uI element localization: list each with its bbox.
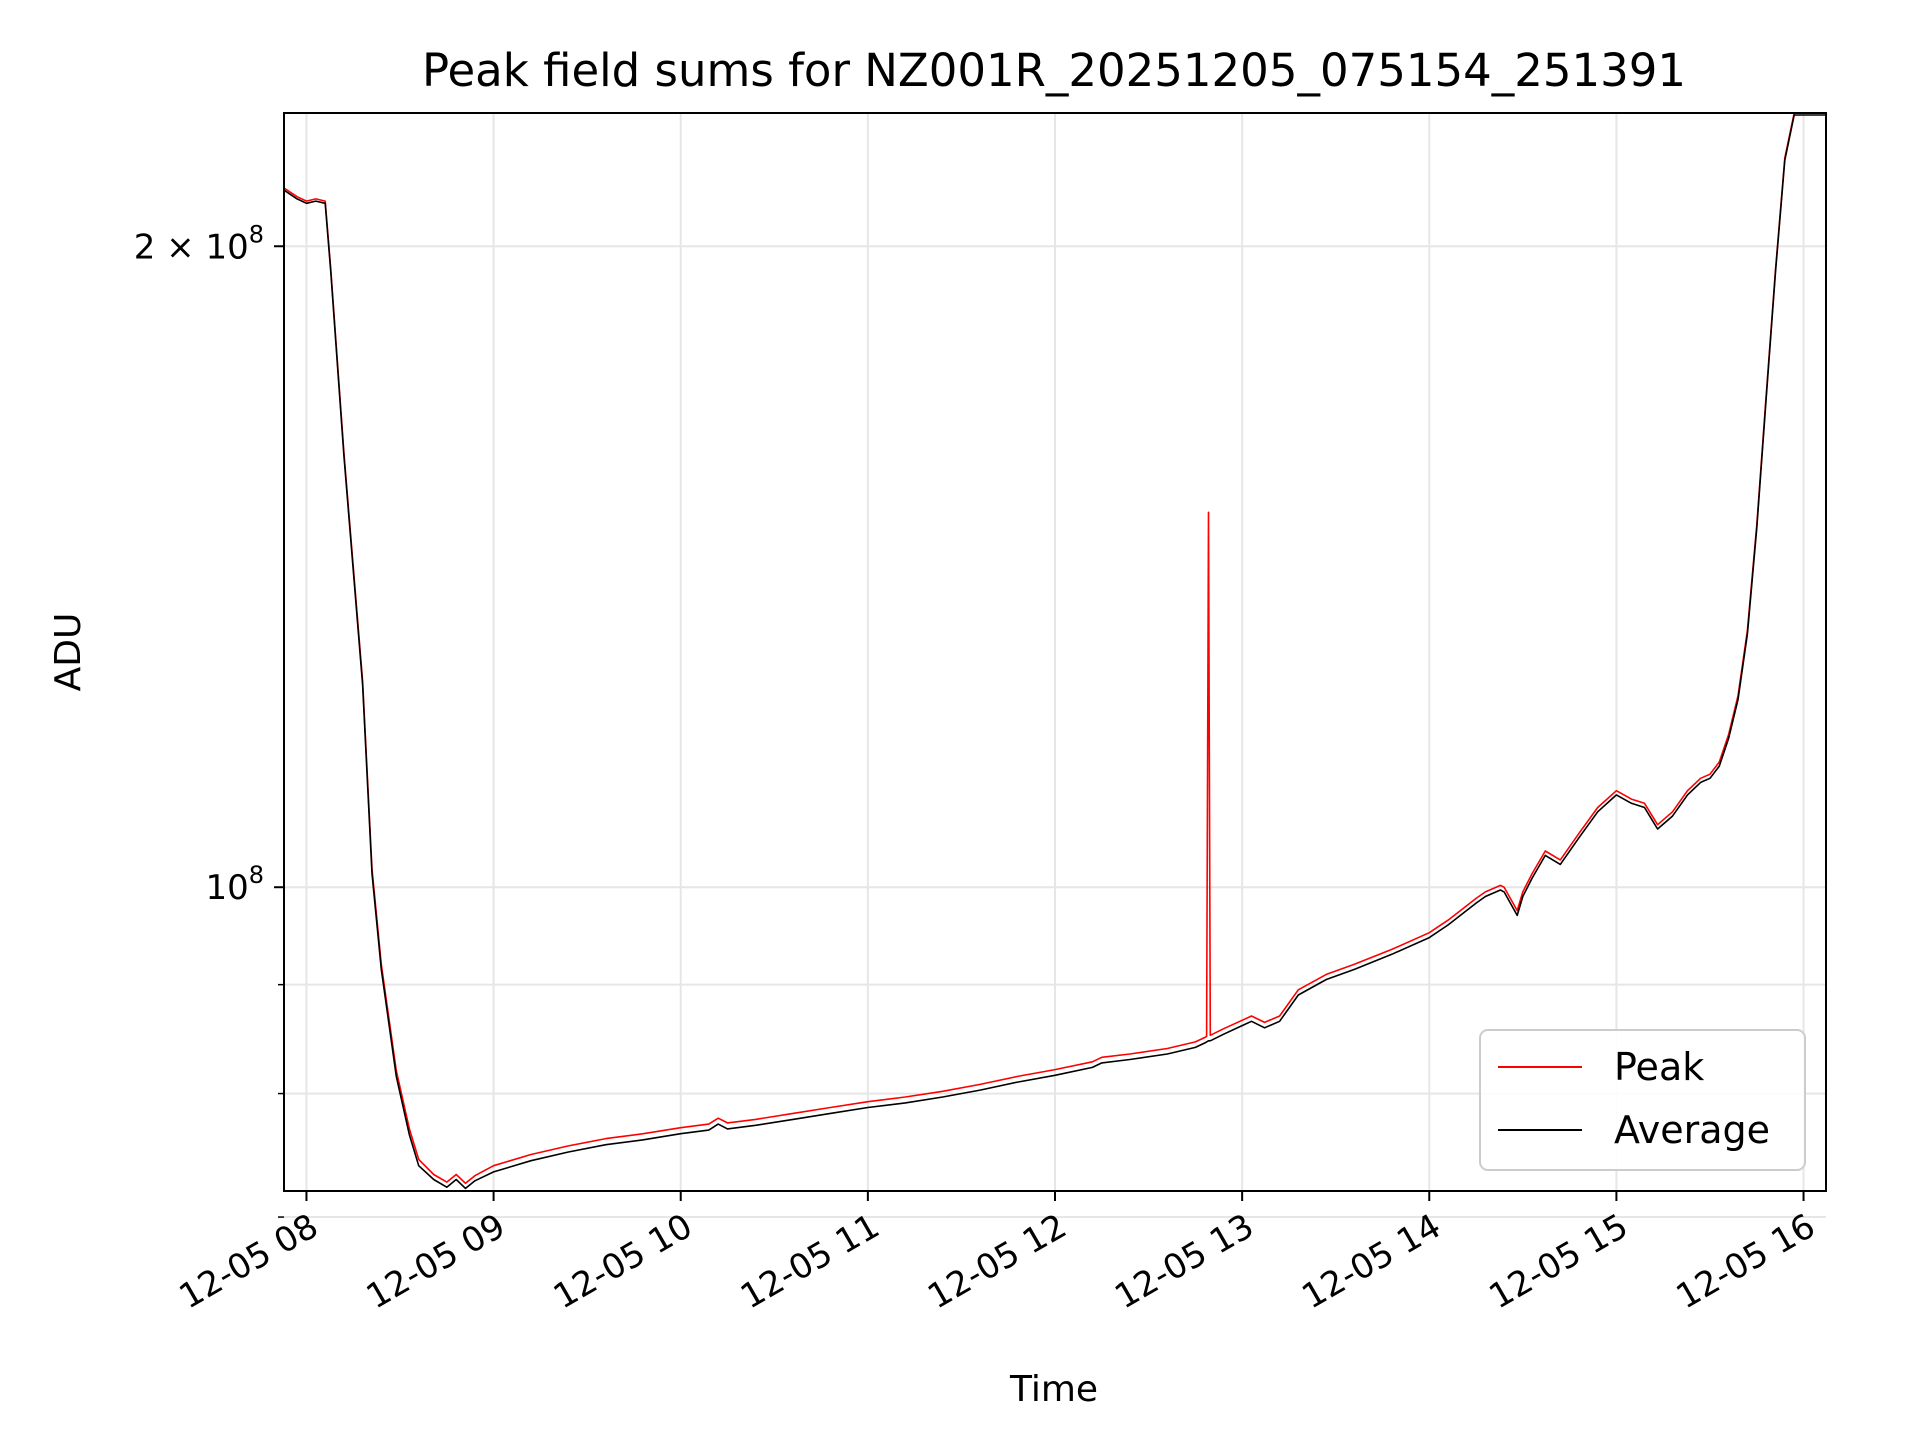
series-line-peak (284, 113, 1826, 1185)
y-tick-exponent: 8 (249, 220, 264, 248)
x-axis-label: Time (1009, 1369, 1098, 1410)
legend: Peak Average (1479, 1029, 1806, 1171)
y-tick-base: 2 × 10 (134, 227, 249, 267)
y-tick-base: 10 (205, 868, 248, 908)
legend-label-peak: Peak (1614, 1045, 1704, 1089)
legend-label-average: Average (1614, 1108, 1770, 1152)
grid (284, 113, 1826, 1219)
y-tick-label: 2 × 108 (134, 220, 264, 267)
series-line-average (284, 114, 1826, 1190)
chart-title: Peak field sums for NZ001R_20251205_0751… (422, 44, 1686, 97)
legend-box (1479, 1029, 1806, 1171)
series-layer (284, 113, 1826, 1190)
y-tick-label: 108 (205, 861, 264, 908)
y-tick-exponent: 8 (249, 861, 264, 889)
y-axis-label: ADU (48, 613, 89, 692)
